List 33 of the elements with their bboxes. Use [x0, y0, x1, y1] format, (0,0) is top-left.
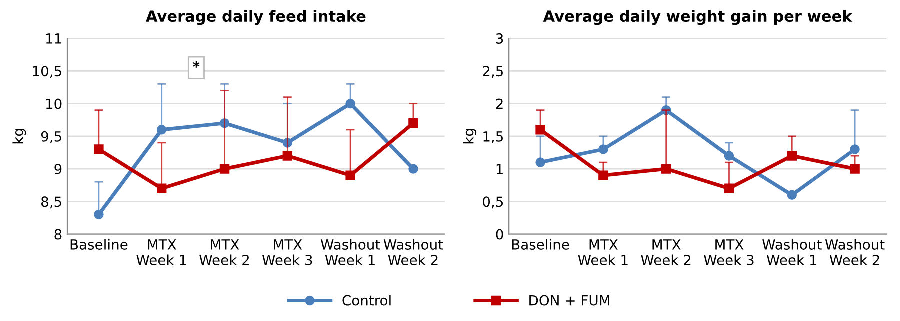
- x-tick-label: Washout Week 2: [825, 239, 885, 266]
- y-tick-label: 11: [46, 34, 62, 44]
- y-tick-label: 8,5: [41, 196, 62, 209]
- y-tick-label: 0: [496, 229, 504, 240]
- x-tick-label: MTX Week 3: [262, 240, 312, 266]
- x-tick-label: MTX Week 3: [704, 240, 754, 266]
- x-tick-label: MTX Week 2: [200, 240, 250, 266]
- y-tick-label: 0,5: [483, 196, 504, 209]
- chart-title: Average daily weight gain per week: [543, 10, 853, 26]
- y-axis-title: kg: [12, 129, 26, 144]
- y-tick-label: 9,5: [41, 131, 62, 144]
- x-tick-label: Baseline: [512, 239, 570, 250]
- x-tick-label: Baseline: [70, 239, 128, 250]
- y-tick-label: 8: [54, 229, 62, 240]
- x-tick-label: MTX Week 1: [578, 240, 628, 266]
- x-tick-label: Washout Week 1: [320, 239, 380, 266]
- y-axis-title: kg: [463, 129, 477, 144]
- y-tick-label: 1,5: [484, 132, 504, 144]
- y-tick-label: 10,5: [33, 66, 62, 78]
- y-tick-label: 9: [54, 164, 62, 175]
- x-tick-label: Washout Week 2: [384, 239, 444, 266]
- x-tick-label: MTX Week 1: [136, 240, 186, 266]
- legend-label: Control: [342, 295, 391, 306]
- annotation: *: [193, 61, 200, 68]
- y-tick-label: 2: [496, 98, 503, 110]
- y-tick-label: 1: [496, 164, 503, 174]
- x-tick-label: MTX Week 2: [641, 240, 691, 266]
- y-tick-label: 3: [496, 33, 504, 44]
- legend-label: DON + FUM: [530, 295, 610, 306]
- y-tick-label: 2,5: [483, 66, 504, 78]
- y-tick-label: 10: [46, 98, 62, 110]
- chart-title: Average daily feed intake: [146, 10, 366, 26]
- x-tick-label: Washout Week 1: [762, 239, 822, 266]
